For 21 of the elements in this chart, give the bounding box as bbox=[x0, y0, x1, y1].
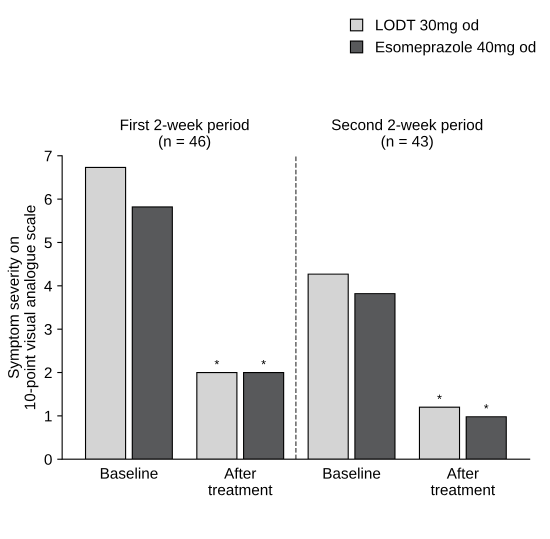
x-tick-label: Baseline bbox=[100, 468, 158, 479]
y-tick-label: 6 bbox=[44, 194, 52, 205]
y-tick-label: 4 bbox=[44, 280, 52, 292]
y-axis-title: Symptom severity on 10-point visual analogue scale bbox=[8, 205, 38, 410]
text: Second 2-week period (n = 43) bbox=[332, 119, 482, 150]
y-tick-label: 5 bbox=[44, 238, 52, 248]
legend-label: LODT 30mg od bbox=[376, 19, 478, 34]
data-label: * bbox=[484, 404, 488, 409]
y-tick-label: 3 bbox=[44, 324, 52, 335]
y-tick-label: 0 bbox=[44, 454, 52, 465]
x-tick-label: After treatment bbox=[208, 468, 272, 496]
x-tick-label: Baseline bbox=[324, 468, 380, 479]
data-label: * bbox=[214, 360, 220, 364]
y-tick-label: 2 bbox=[44, 367, 52, 378]
legend-label: Esomeprazole 40mg od bbox=[376, 41, 536, 56]
data-label: * bbox=[261, 360, 266, 364]
text: First 2-week period (n = 46) bbox=[120, 119, 249, 150]
x-tick-label: After treatment bbox=[430, 468, 496, 496]
y-tick-label: 7 bbox=[44, 150, 52, 162]
y-tick-label: 1 bbox=[45, 410, 52, 422]
data-label: * bbox=[437, 394, 442, 400]
